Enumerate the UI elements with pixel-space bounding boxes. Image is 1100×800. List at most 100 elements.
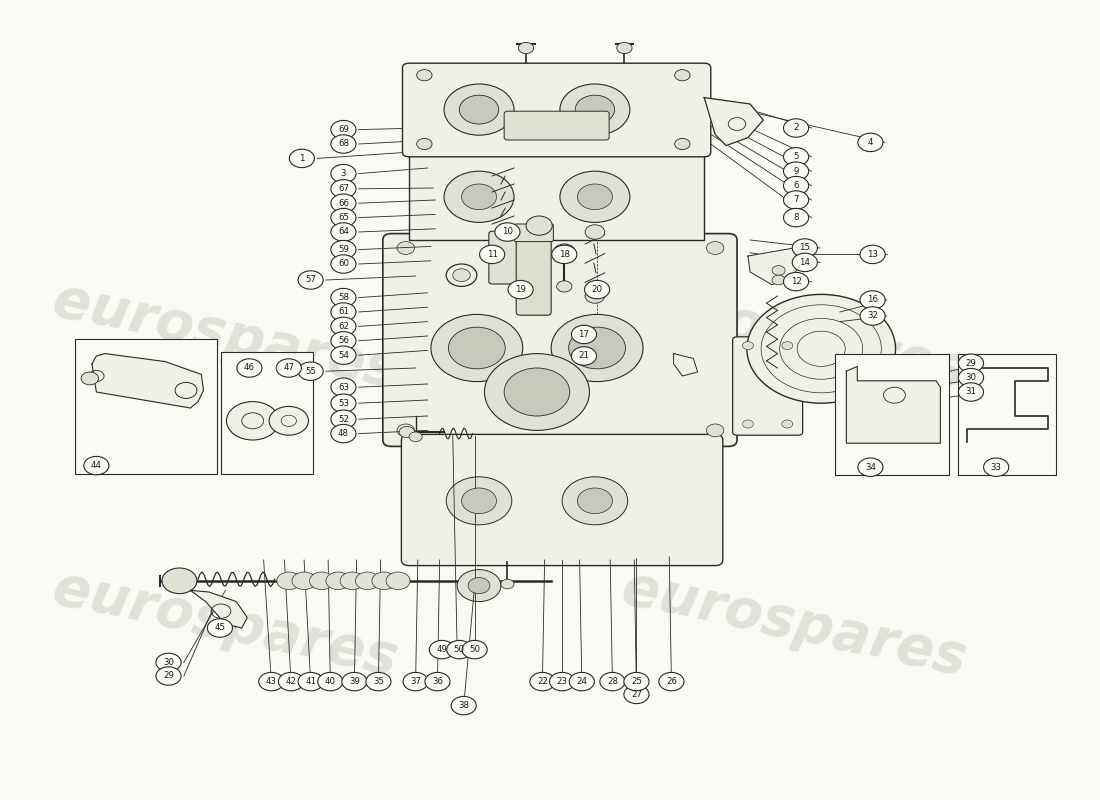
Text: 13: 13 xyxy=(867,250,878,259)
Circle shape xyxy=(331,208,356,227)
Text: 63: 63 xyxy=(338,382,349,392)
FancyBboxPatch shape xyxy=(835,354,949,475)
Circle shape xyxy=(462,488,496,514)
Text: 50: 50 xyxy=(454,645,465,654)
Text: 31: 31 xyxy=(966,387,977,397)
Circle shape xyxy=(331,120,356,139)
Circle shape xyxy=(903,369,914,377)
Circle shape xyxy=(451,696,476,715)
Circle shape xyxy=(207,619,232,637)
Circle shape xyxy=(331,194,356,213)
Circle shape xyxy=(453,269,471,282)
Text: 22: 22 xyxy=(537,677,548,686)
Text: 48: 48 xyxy=(338,429,349,438)
Circle shape xyxy=(747,294,895,403)
Circle shape xyxy=(860,245,886,264)
Circle shape xyxy=(326,572,350,590)
Circle shape xyxy=(578,184,613,210)
Text: 10: 10 xyxy=(502,227,513,237)
Text: 29: 29 xyxy=(163,671,174,681)
Circle shape xyxy=(674,138,690,150)
Circle shape xyxy=(462,184,496,210)
Text: 32: 32 xyxy=(867,311,878,321)
Circle shape xyxy=(449,327,505,369)
Circle shape xyxy=(298,672,323,691)
Circle shape xyxy=(331,410,356,429)
Text: 23: 23 xyxy=(557,677,568,686)
Text: 9: 9 xyxy=(793,166,799,176)
Circle shape xyxy=(417,70,432,81)
FancyBboxPatch shape xyxy=(958,354,1056,475)
Polygon shape xyxy=(704,98,763,146)
Circle shape xyxy=(783,272,808,291)
Circle shape xyxy=(560,171,630,222)
Text: 55: 55 xyxy=(305,366,316,376)
Circle shape xyxy=(659,672,684,691)
FancyBboxPatch shape xyxy=(516,233,551,315)
Circle shape xyxy=(403,672,428,691)
Text: 25: 25 xyxy=(631,677,642,686)
Text: 8: 8 xyxy=(793,213,799,222)
Text: 33: 33 xyxy=(991,462,1002,472)
Circle shape xyxy=(617,42,632,54)
Text: 1: 1 xyxy=(299,154,305,163)
Circle shape xyxy=(562,477,628,525)
Circle shape xyxy=(331,179,356,198)
FancyBboxPatch shape xyxy=(221,352,312,474)
Text: 65: 65 xyxy=(338,213,349,222)
FancyBboxPatch shape xyxy=(75,339,217,474)
Circle shape xyxy=(783,147,808,166)
Text: eurospares: eurospares xyxy=(48,561,403,687)
Text: 41: 41 xyxy=(305,677,316,686)
Circle shape xyxy=(500,579,514,589)
Text: 59: 59 xyxy=(338,245,349,254)
Circle shape xyxy=(156,653,182,672)
Circle shape xyxy=(674,70,690,81)
Circle shape xyxy=(342,672,367,691)
Circle shape xyxy=(276,358,301,378)
Circle shape xyxy=(983,458,1009,476)
Circle shape xyxy=(469,578,490,594)
FancyBboxPatch shape xyxy=(403,63,711,157)
Text: 14: 14 xyxy=(800,258,811,267)
Circle shape xyxy=(783,162,808,180)
Text: 69: 69 xyxy=(338,125,349,134)
Circle shape xyxy=(462,640,487,659)
FancyBboxPatch shape xyxy=(504,111,609,140)
Circle shape xyxy=(624,672,649,691)
Polygon shape xyxy=(846,366,940,443)
Circle shape xyxy=(397,424,415,437)
Text: 68: 68 xyxy=(338,139,349,149)
Circle shape xyxy=(584,280,609,298)
Circle shape xyxy=(571,326,596,344)
Circle shape xyxy=(706,424,724,437)
Circle shape xyxy=(530,672,556,691)
Text: 30: 30 xyxy=(966,373,977,382)
Circle shape xyxy=(331,394,356,413)
Circle shape xyxy=(504,368,570,416)
Circle shape xyxy=(444,171,514,222)
Text: 6: 6 xyxy=(793,181,799,190)
Circle shape xyxy=(386,572,410,590)
Circle shape xyxy=(331,254,356,274)
Circle shape xyxy=(908,379,930,395)
Text: 34: 34 xyxy=(865,462,876,472)
Circle shape xyxy=(706,242,724,254)
Text: 60: 60 xyxy=(338,259,349,269)
Circle shape xyxy=(526,216,552,235)
Circle shape xyxy=(782,420,793,428)
Circle shape xyxy=(578,488,613,514)
Circle shape xyxy=(518,42,534,54)
Circle shape xyxy=(340,572,364,590)
Circle shape xyxy=(782,342,793,350)
FancyBboxPatch shape xyxy=(733,337,803,435)
Circle shape xyxy=(331,331,356,350)
Circle shape xyxy=(772,275,785,285)
Circle shape xyxy=(958,368,983,386)
Circle shape xyxy=(600,672,625,691)
FancyBboxPatch shape xyxy=(514,224,553,242)
Text: 2: 2 xyxy=(793,123,799,133)
Circle shape xyxy=(858,458,883,476)
Circle shape xyxy=(460,95,498,124)
Circle shape xyxy=(277,572,300,590)
